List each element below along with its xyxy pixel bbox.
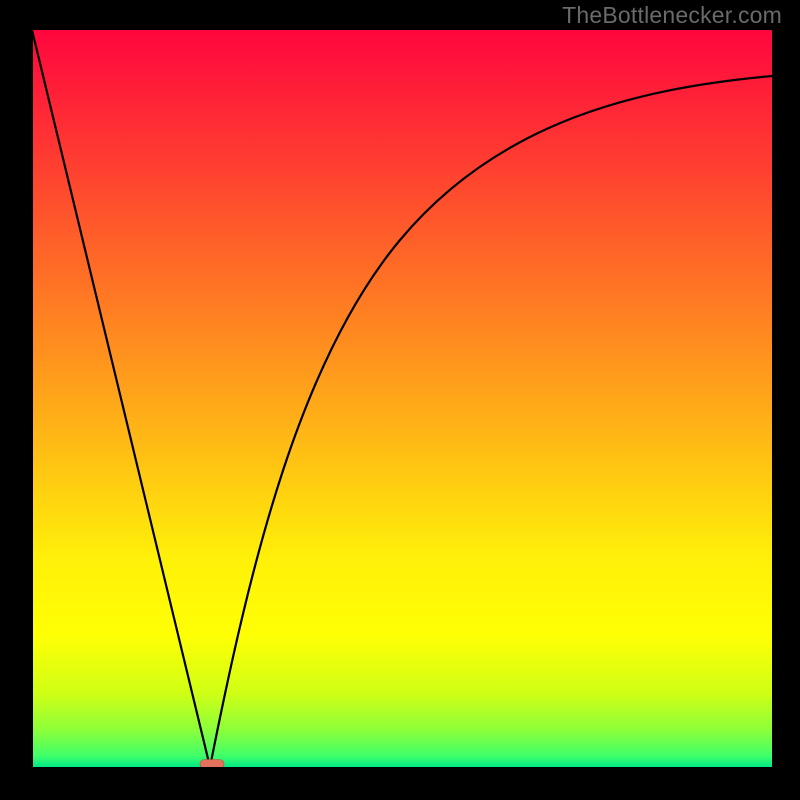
plot-background [33,30,772,767]
chart-svg [0,0,800,800]
bottleneck-chart: TheBottlenecker.com [0,0,800,800]
watermark-text: TheBottlenecker.com [562,2,782,29]
